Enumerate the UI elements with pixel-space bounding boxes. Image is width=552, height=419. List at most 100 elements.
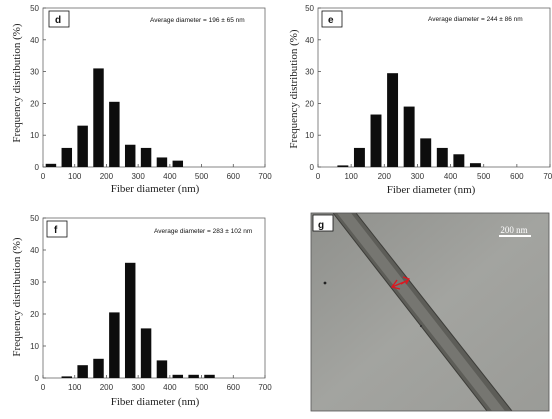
panel-letter-box: [46, 220, 68, 238]
fiber-edge-right: [355, 213, 513, 411]
bar: [204, 374, 215, 378]
x-tick-label: 200: [378, 172, 392, 181]
average-diameter-annotation: Average diameter = 196 ± 65 nm: [150, 17, 245, 24]
y-tick-label: 20: [30, 99, 39, 108]
x-tick-label: 200: [100, 383, 114, 392]
x-tick-label: 200: [100, 172, 114, 181]
histogram-panel-e: Frequency distribution (%) Fiber diamete…: [288, 4, 552, 196]
x-tick-label: 0: [316, 172, 321, 181]
y-tick-label: 30: [30, 68, 39, 77]
y-tick-label: 30: [30, 278, 39, 287]
histogram-panel-f: Frequency distribution (%) Fiber diamete…: [11, 214, 272, 408]
tem-micrograph-panel-g: 200 nm: [311, 213, 549, 411]
bar: [124, 144, 136, 167]
y-tick-label: 0: [35, 163, 40, 172]
x-axis-title: Fiber diameter (nm): [111, 396, 200, 408]
y-tick-label: 30: [305, 68, 314, 77]
plot-frame: [42, 217, 266, 379]
x-axis-title: Fiber diameter (nm): [387, 184, 476, 196]
histogram-panel-d: Frequency distribution (%) Fiber diamete…: [11, 4, 272, 195]
plot-frame: [317, 7, 551, 168]
ticks: 0 100 200 300 400 500 600 700 0 10 20 30 40 50: [30, 214, 272, 392]
fiber-core: [337, 213, 505, 411]
ticks: 0 100 200 300 400 500 600 700 0 10 20 30 40 50: [305, 4, 552, 181]
panel-letter: g: [318, 220, 324, 231]
x-tick-label: 700: [258, 172, 272, 181]
y-tick-label: 0: [35, 374, 40, 383]
bar: [156, 157, 168, 167]
x-tick-label: 400: [163, 383, 177, 392]
bar: [172, 160, 184, 167]
bars: [337, 73, 481, 167]
x-tick-label: 700: [258, 383, 272, 392]
bar: [387, 73, 399, 167]
scale-bar-label: 200 nm: [500, 225, 527, 235]
x-tick-label: 500: [477, 172, 491, 181]
panel-letter-box: [321, 10, 343, 28]
bar: [45, 163, 57, 167]
x-tick-label: 500: [195, 172, 209, 181]
y-tick-label: 10: [305, 131, 314, 140]
x-tick-label: 600: [227, 383, 241, 392]
bar: [109, 101, 120, 167]
bar: [124, 262, 136, 378]
y-tick-label: 20: [30, 310, 39, 319]
bar: [61, 376, 73, 378]
x-tick-label: 300: [131, 383, 145, 392]
x-tick-label: 100: [68, 383, 82, 392]
diameter-marker-arrows: [390, 276, 410, 290]
panel-letter: e: [328, 15, 334, 26]
bars: [45, 68, 184, 167]
bar: [403, 106, 415, 167]
x-tick-label: 500: [195, 383, 209, 392]
scale-bar-line: [499, 235, 531, 237]
average-diameter-annotation: Average diameter = 283 ± 102 nm: [154, 228, 252, 235]
y-tick-label: 50: [30, 4, 39, 13]
bar: [337, 165, 349, 167]
panel-letter-box: [48, 10, 70, 28]
y-axis-title: Frequency distribution (%): [11, 237, 23, 356]
x-tick-label: 700: [543, 172, 552, 181]
bar: [77, 125, 88, 167]
ticks: 0 100 200 300 400 500 600 700 0 10 20 30 40 50: [30, 4, 272, 181]
y-tick-label: 50: [305, 4, 314, 13]
y-tick-label: 10: [30, 342, 39, 351]
x-tick-label: 600: [510, 172, 524, 181]
x-tick-label: 0: [41, 172, 46, 181]
bar: [109, 312, 120, 378]
y-tick-label: 40: [305, 36, 314, 45]
bar: [188, 374, 199, 378]
bar: [156, 360, 168, 378]
fiber-edge-left: [332, 213, 488, 411]
y-axis-title: Frequency distribution (%): [11, 23, 23, 142]
bar: [453, 154, 465, 167]
x-axis-title: Fiber diameter (nm): [111, 183, 200, 195]
bar: [93, 68, 104, 167]
bar: [140, 328, 152, 378]
y-tick-label: 50: [30, 214, 39, 223]
bar: [61, 147, 73, 167]
bar: [353, 147, 365, 167]
y-axis-title: Frequency distribution (%): [288, 29, 300, 148]
bar: [93, 358, 104, 378]
debris-dot: [419, 324, 423, 328]
x-tick-label: 400: [444, 172, 458, 181]
debris-dot: [323, 281, 327, 285]
panel-letter-box: [312, 214, 334, 232]
bars: [61, 262, 215, 378]
average-diameter-annotation: Average diameter = 244 ± 86 nm: [428, 16, 523, 23]
y-tick-label: 0: [310, 163, 315, 172]
panel-letter: d: [55, 15, 61, 26]
bar: [77, 365, 88, 378]
plot-frame: [42, 7, 266, 168]
x-tick-label: 0: [41, 383, 46, 392]
micrograph-frame: [310, 212, 550, 412]
x-tick-label: 100: [68, 172, 82, 181]
bar: [420, 138, 432, 167]
bar: [436, 147, 448, 167]
x-tick-label: 600: [227, 172, 241, 181]
y-tick-label: 10: [30, 131, 39, 140]
scale-bar: 200 nm: [499, 225, 531, 237]
panel-letter: f: [54, 225, 58, 236]
